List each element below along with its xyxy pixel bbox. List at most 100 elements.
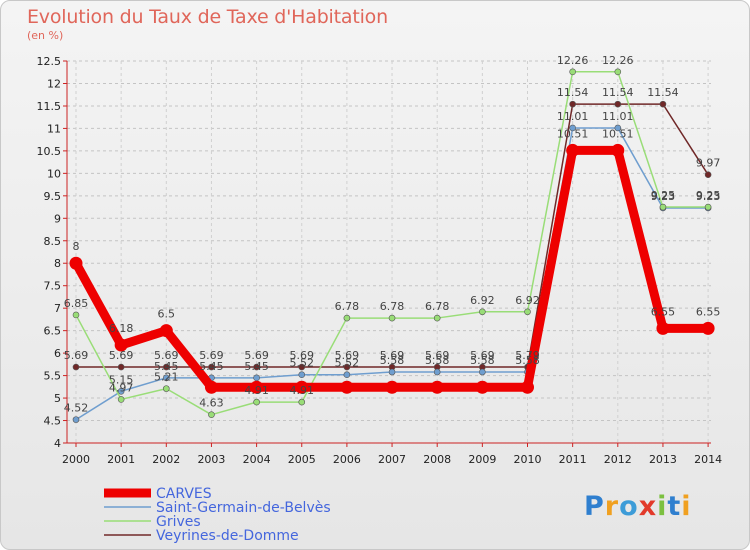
data-point (433, 368, 441, 376)
data-label: 5.58 (425, 354, 450, 367)
data-label: 6.78 (335, 300, 360, 313)
data-point (72, 363, 80, 371)
x-tick-label: 2006 (333, 453, 361, 466)
x-tick-label: 2009 (468, 453, 496, 466)
data-label: 6.92 (470, 294, 495, 307)
data-point (479, 368, 486, 376)
x-tick-label: 2005 (288, 453, 316, 466)
data-point (704, 203, 712, 211)
data-label: 6.78 (380, 300, 405, 313)
x-tick-label: 2000 (62, 453, 90, 466)
data-point (659, 100, 667, 108)
data-label: 5.52 (290, 357, 315, 370)
y-tick-label: 11.5 (37, 100, 62, 113)
data-point (656, 321, 670, 335)
data-point (117, 396, 125, 403)
data-point (433, 314, 441, 322)
data-point (72, 416, 80, 423)
data-label: 5.79 (515, 349, 540, 362)
data-point (253, 363, 260, 371)
y-tick-label: 10 (47, 167, 61, 180)
data-point (117, 363, 125, 371)
data-point (295, 380, 309, 394)
data-point (611, 143, 625, 157)
legend-label-2: Grives (156, 514, 201, 530)
data-point (614, 100, 622, 108)
y-tick-label: 8.5 (44, 235, 62, 248)
y-tick-label: 9.5 (44, 190, 62, 203)
data-label: 9.25 (651, 189, 676, 202)
data-point (114, 338, 128, 352)
x-tick-label: 2004 (243, 453, 271, 466)
x-tick-label: 2007 (378, 453, 406, 466)
data-label: 6.85 (64, 297, 89, 310)
x-tick-label: 2014 (694, 453, 722, 466)
data-label: 5.69 (470, 349, 495, 362)
data-label: 10.51 (557, 127, 589, 140)
y-tick-label: 9 (54, 212, 61, 225)
data-point (479, 308, 486, 316)
y-tick-label: 12.5 (37, 55, 62, 68)
data-point (208, 411, 215, 418)
data-point (340, 380, 354, 394)
data-point (343, 371, 351, 378)
data-point (569, 100, 576, 108)
data-label: 5.45 (199, 360, 224, 373)
data-label: 5.52 (335, 357, 360, 370)
proxiti-logo: Proxiti (584, 491, 692, 522)
y-tick-label: 10.5 (37, 145, 62, 158)
data-label: 4.52 (64, 402, 89, 415)
data-point (253, 398, 260, 406)
x-tick-label: 2008 (423, 453, 451, 466)
data-label: 5.69 (425, 349, 450, 362)
data-point (298, 398, 306, 406)
data-label: 5.58 (515, 354, 540, 367)
x-tick-label: 2012 (604, 453, 632, 466)
data-point (298, 371, 306, 378)
data-label: 9.25 (696, 189, 721, 202)
y-tick-label: 4.5 (44, 415, 62, 428)
data-point (253, 374, 260, 382)
data-point (566, 143, 580, 157)
data-label: 5.69 (244, 349, 269, 362)
data-label: 5.69 (64, 349, 89, 362)
data-point (298, 363, 306, 371)
y-tick-label: 12 (47, 77, 61, 90)
data-point (72, 311, 80, 319)
data-point (521, 380, 534, 394)
x-tick-label: 2011 (559, 453, 587, 466)
y-tick-label: 5.5 (44, 370, 62, 383)
data-point (430, 380, 444, 394)
y-tick-label: 6.5 (44, 325, 62, 338)
data-label: 4.91 (290, 384, 315, 397)
y-tick-label: 8 (54, 257, 61, 270)
data-label: 6.55 (651, 305, 676, 318)
chart-title: Evolution du Taux de Taxe d'Habitation (27, 6, 388, 28)
data-label: 6.5 (158, 308, 176, 321)
data-point (524, 308, 531, 316)
data-label: 5.21 (154, 371, 179, 384)
data-point (569, 124, 576, 132)
data-label: 12.26 (602, 54, 634, 67)
data-label: 5.69 (335, 349, 360, 362)
y-tick-label: 6 (54, 347, 61, 360)
data-label: 8 (73, 240, 80, 253)
data-label: 5.58 (380, 354, 405, 367)
x-tick-label: 2013 (649, 453, 677, 466)
data-point (69, 256, 83, 270)
data-point (163, 363, 170, 371)
data-label: 6.78 (425, 300, 450, 313)
data-point (475, 380, 489, 394)
data-point (163, 385, 170, 392)
legend-label-1: Saint-Germain-de-Belvès (156, 500, 331, 516)
data-label: 4.97 (109, 381, 134, 394)
data-point (701, 321, 715, 335)
data-label: 5.69 (380, 349, 405, 362)
data-point (614, 124, 622, 132)
data-label: 5.15 (109, 373, 134, 386)
data-label: 4.63 (199, 397, 224, 410)
chart-subtitle: (en %) (27, 29, 64, 42)
data-point (704, 171, 712, 179)
